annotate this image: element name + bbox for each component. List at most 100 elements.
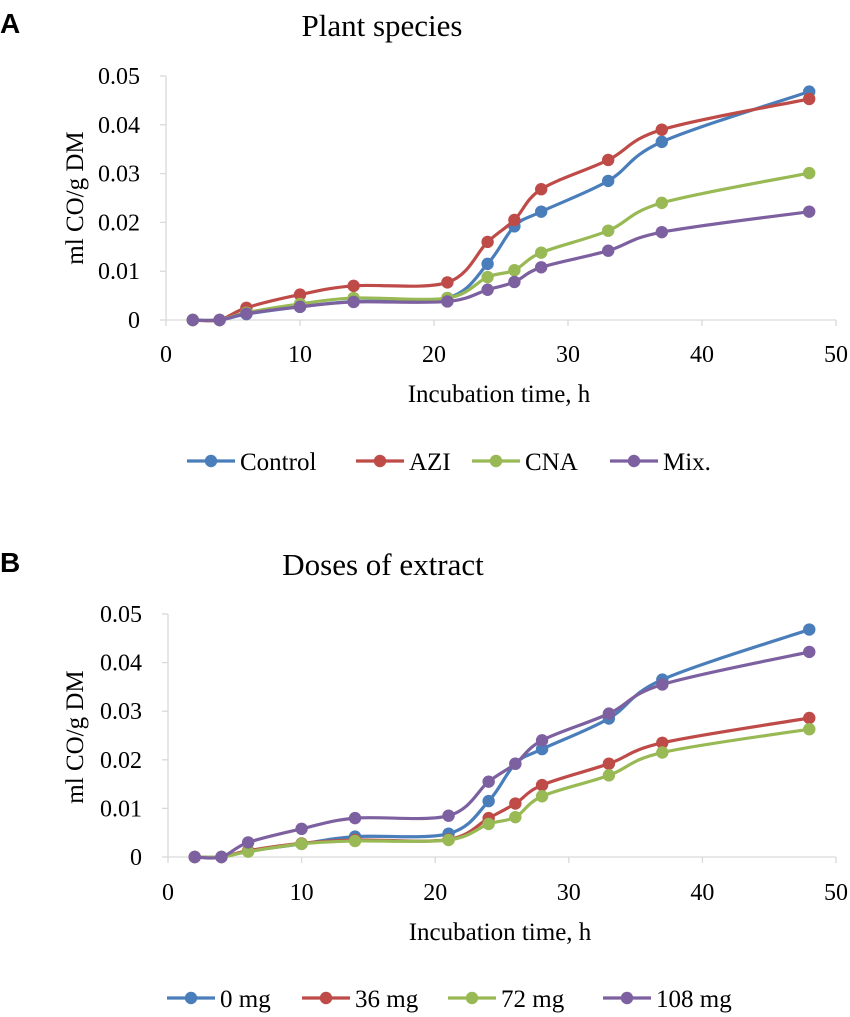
x-tick-label: 40 (690, 880, 714, 906)
data-point (241, 836, 255, 849)
data-point (293, 300, 307, 314)
legend-label: 108 mg (656, 986, 732, 1013)
data-point (508, 264, 521, 277)
data-point (535, 790, 549, 803)
y-tick-label: 0 (128, 308, 140, 334)
series-108-mg (188, 645, 816, 864)
data-point (441, 295, 454, 308)
y-tick-label: 0.03 (100, 699, 142, 725)
data-point (803, 166, 816, 180)
data-point (508, 275, 521, 289)
data-point (347, 279, 360, 293)
y-tick-label: 0.03 (98, 162, 140, 188)
data-point (602, 769, 616, 782)
data-point (803, 722, 816, 736)
x-tick-label: 10 (288, 342, 312, 368)
y-tick-label: 0.02 (98, 210, 140, 236)
y-tick-label: 0.05 (98, 64, 140, 90)
x-tick-label: 0 (162, 880, 174, 906)
y-tick-label: 0.04 (100, 651, 142, 677)
data-point (481, 235, 494, 249)
series-72-mg (188, 722, 816, 864)
data-point (803, 711, 816, 725)
legend-item-0-mg: 0 mg (167, 986, 271, 1013)
legend-label: CNA (525, 449, 578, 476)
data-point (803, 645, 816, 659)
data-point (482, 775, 495, 788)
chart-title: Doses of extract (282, 547, 484, 582)
legend-marker (627, 454, 641, 468)
data-point (215, 850, 228, 864)
x-axis-label: Incubation time, h (408, 381, 591, 408)
legend-label: AZI (409, 449, 451, 476)
data-point (535, 778, 549, 792)
data-point (535, 261, 548, 274)
data-point (348, 834, 362, 848)
legend-marker (184, 991, 198, 1005)
data-point (186, 313, 199, 327)
data-point (535, 246, 548, 259)
data-point (535, 205, 548, 218)
legend-item-control: Control (187, 449, 316, 476)
legend-item-cna: CNA (472, 449, 578, 476)
x-tick-label: 0 (160, 342, 172, 368)
data-point (481, 270, 494, 284)
data-point (348, 811, 362, 825)
y-tick-label: 0.02 (100, 748, 142, 774)
chart-title: Plant species (302, 8, 463, 43)
legend-item-azi: AZI (356, 449, 451, 476)
data-point (442, 809, 455, 822)
series-line-mix (192, 210, 810, 323)
data-point (655, 135, 668, 149)
data-point (656, 678, 669, 691)
data-point (347, 295, 360, 309)
x-tick-label: 50 (824, 880, 848, 906)
series-azi (186, 92, 816, 327)
data-point (656, 736, 669, 749)
chart-panel-a: A Plant species 0 0.01 0.02 0.03 0.04 0.05 0 10 20… (0, 8, 848, 476)
data-point (655, 225, 668, 239)
legend-label: 72 mg (501, 986, 565, 1013)
x-tick-label: 20 (423, 880, 447, 906)
legend-label: 0 mg (220, 986, 271, 1013)
legend-marker (204, 454, 218, 468)
series-line-108-mg (194, 650, 810, 860)
legend-item-36-mg: 36 mg (302, 986, 419, 1013)
legend-marker (489, 454, 503, 468)
data-point (535, 742, 549, 756)
x-tick-label: 10 (290, 880, 314, 906)
data-point (509, 810, 522, 824)
data-point (803, 623, 816, 636)
data-point (508, 213, 521, 227)
data-point (213, 313, 226, 327)
legend-label: Control (240, 449, 316, 476)
data-point (295, 822, 308, 836)
data-point (240, 307, 253, 320)
data-point (482, 794, 495, 808)
y-tick-label: 0 (130, 845, 142, 871)
legend-label: Mix. (663, 449, 711, 476)
series-mix (186, 205, 816, 327)
data-point (655, 196, 668, 210)
x-tick-label: 50 (824, 342, 848, 368)
data-point (441, 276, 454, 289)
legend-marker (620, 991, 634, 1005)
data-point (535, 183, 548, 196)
series-line-36-mg (194, 716, 810, 860)
panel-letter: B (0, 547, 20, 578)
data-point (602, 153, 615, 167)
series-36-mg (188, 711, 816, 864)
data-point (602, 244, 615, 257)
x-tick-label: 30 (556, 342, 580, 368)
panel-letter: A (0, 8, 20, 39)
data-point (655, 123, 668, 136)
y-tick-label: 0.05 (100, 602, 142, 628)
data-point (602, 174, 615, 188)
x-tick-label: 30 (557, 880, 581, 906)
legend-item-mix: Mix. (610, 449, 711, 476)
data-point (602, 224, 615, 237)
legend-label: 36 mg (355, 986, 419, 1013)
series-control (186, 85, 816, 327)
data-point (293, 288, 307, 301)
